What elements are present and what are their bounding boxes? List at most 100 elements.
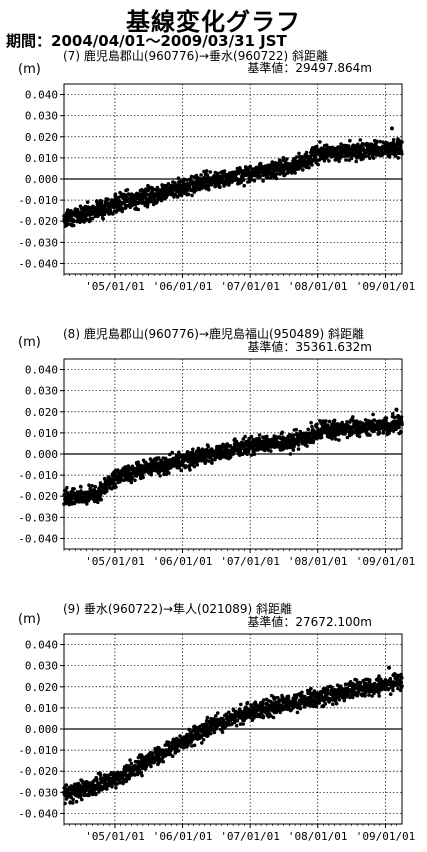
chart-1-point (241, 178, 246, 182)
chart-3-point (274, 710, 279, 715)
chart-1-point (297, 151, 301, 156)
chart-3-point (241, 722, 246, 726)
chart-2-point (167, 471, 171, 475)
chart-3-point (347, 691, 351, 696)
chart-2-point (257, 437, 262, 441)
chart-3-point (334, 696, 338, 701)
chart-2-xtick-label: '08/01/01 (288, 555, 348, 568)
chart-1-point (242, 183, 246, 188)
chart-1-point (252, 179, 257, 183)
chart-1-ytick-label: 0.020 (25, 131, 58, 144)
chart-2-point (292, 433, 296, 437)
chart-3-point (355, 693, 360, 698)
chart-2-point (191, 447, 195, 452)
chart-2-point (257, 433, 262, 437)
chart-3-point (209, 731, 213, 736)
chart-3-point (343, 682, 348, 687)
chart-1-point (101, 217, 105, 221)
chart-2-point (129, 480, 134, 485)
chart-3-point (314, 704, 319, 709)
chart-2-ytick-label: 0.030 (25, 385, 58, 398)
chart-2-point (243, 434, 247, 439)
chart-1-point (227, 181, 232, 186)
chart-3-point (220, 730, 225, 734)
chart-2-point (158, 474, 162, 478)
chart-3-xtick-label: '07/01/01 (220, 830, 280, 843)
chart-3-point (187, 727, 191, 732)
chart-3-point (348, 680, 353, 684)
chart-2-point (345, 420, 349, 424)
chart-3-point (121, 781, 125, 786)
chart-3-point (367, 693, 371, 697)
chart-3-point (276, 695, 280, 700)
chart-2-point (265, 434, 269, 439)
chart-1-point (173, 192, 177, 197)
chart-1-point (358, 152, 363, 156)
chart-3-point (149, 764, 153, 769)
chart-3-point (377, 674, 381, 678)
chart-1-point (258, 161, 263, 166)
chart-2-xtick-label: '07/01/01 (220, 555, 280, 568)
chart-2-point (65, 485, 69, 490)
chart-2-point (367, 419, 372, 424)
chart-2-point (310, 424, 314, 429)
chart-1-point (205, 173, 210, 177)
chart-1-point (258, 174, 263, 179)
chart-1-point (282, 169, 286, 174)
chart-1-point (280, 163, 284, 167)
chart-1-point (106, 197, 110, 202)
chart-2-point (99, 497, 103, 502)
chart-2-point (321, 419, 326, 423)
chart-1-point (293, 171, 297, 175)
chart-1-ytick-label: 0.030 (25, 110, 58, 123)
chart-2-xtick-label: '09/01/01 (356, 555, 416, 568)
chart-2-point (177, 450, 181, 455)
chart-3-ytick-label: 0.030 (25, 660, 58, 673)
chart-1-point (116, 195, 121, 200)
chart-3-point (368, 678, 372, 682)
chart-3-point (271, 715, 276, 720)
chart-3-point (339, 684, 343, 689)
chart-2-subtitle: (8) 鹿児島郡山(960776)→鹿児島福山(950489) 斜距離 (63, 327, 365, 341)
chart-3-point (298, 706, 303, 711)
chart-2-point (252, 452, 257, 457)
chart-1-point (239, 180, 243, 185)
chart-2-point (343, 432, 347, 436)
chart-3-point (393, 672, 397, 676)
chart-3-point (166, 740, 171, 745)
chart-1-xtick-label: '05/01/01 (85, 280, 145, 293)
chart-2-ytick-label: 0.020 (25, 406, 58, 419)
chart-3-point (239, 702, 243, 707)
chart-2-point (206, 444, 211, 449)
chart-2-point (296, 443, 301, 447)
chart-1-point (322, 159, 327, 163)
chart-2-point (261, 435, 265, 439)
chart-2-point (113, 482, 117, 487)
chart-2-point (281, 447, 286, 451)
chart-1-ytick-label: 0.000 (25, 173, 58, 186)
chart-3-xtick-label: '05/01/01 (85, 830, 145, 843)
chart-1-point (381, 140, 385, 144)
chart-3-point (114, 786, 118, 790)
chart-1-point (176, 176, 181, 180)
chart-1-point (136, 207, 140, 212)
chart-3-point (354, 678, 359, 682)
chart-2-point (80, 490, 84, 495)
chart-1-point (186, 192, 191, 197)
chart-1-point (304, 165, 309, 169)
chart-1-xtick-label: '09/01/01 (356, 280, 416, 293)
chart-1-point (69, 209, 73, 213)
chart-1-point (121, 207, 125, 211)
chart-2-xtick-label: '05/01/01 (85, 555, 145, 568)
chart-3-point (252, 716, 256, 720)
chart-1-point (347, 144, 351, 148)
chart-2-point (92, 499, 97, 504)
chart-3-point (399, 680, 404, 685)
chart-1-point (85, 200, 90, 204)
chart-2-point (188, 468, 192, 472)
period-colon: ： (36, 32, 52, 50)
chart-1-subtitle: (7) 鹿児島郡山(960776)→垂水(960722) 斜距離 (63, 49, 329, 63)
chart-3-point (261, 715, 266, 720)
period-line: 期間：2004/04/01～2009/03/31 JST (6, 30, 287, 51)
chart-3-point (312, 689, 317, 693)
